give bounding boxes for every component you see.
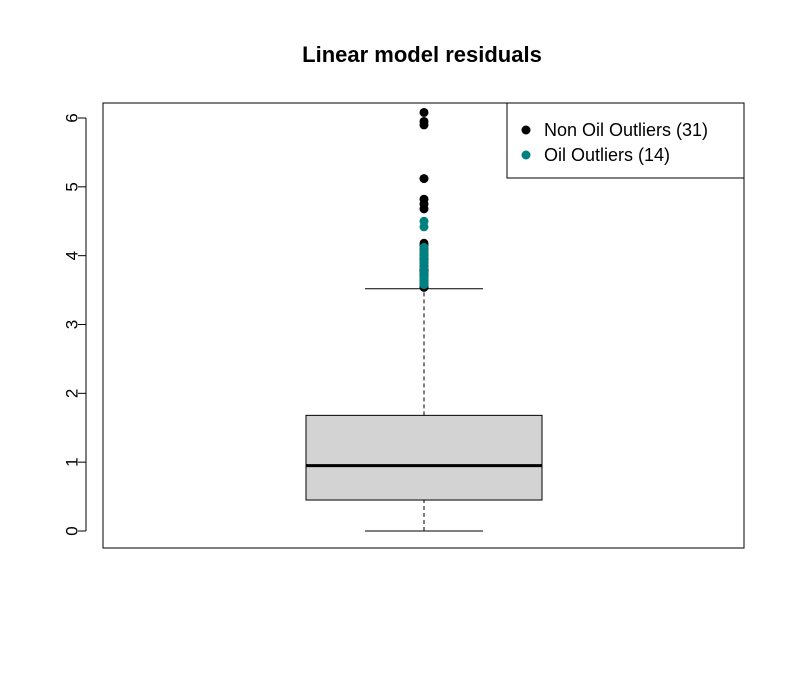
y-tick-label: 0 bbox=[62, 526, 81, 535]
y-tick-label: 2 bbox=[62, 389, 81, 398]
legend-label-non-oil: Non Oil Outliers (31) bbox=[544, 120, 708, 140]
outlier-point bbox=[419, 120, 429, 130]
y-tick-label: 5 bbox=[62, 182, 81, 191]
chart-title: Linear model residuals bbox=[302, 42, 542, 67]
iqr-box bbox=[305, 414, 543, 501]
outlier-point bbox=[419, 204, 429, 214]
legend: Non Oil Outliers (31) Oil Outliers (14) bbox=[506, 102, 745, 179]
y-axis: 0 1 2 3 4 5 6 bbox=[62, 113, 87, 536]
legend-box bbox=[506, 102, 745, 179]
legend-marker-oil bbox=[521, 150, 531, 160]
legend-label-oil: Oil Outliers (14) bbox=[544, 145, 670, 165]
legend-marker-non-oil bbox=[521, 125, 531, 135]
plot-area bbox=[305, 107, 543, 532]
y-tick-label: 4 bbox=[62, 251, 81, 260]
y-tick-label: 1 bbox=[62, 457, 81, 466]
outlier-point bbox=[419, 222, 429, 232]
outlier-point bbox=[419, 174, 429, 184]
outlier-point bbox=[419, 107, 429, 117]
y-tick-label: 3 bbox=[62, 320, 81, 329]
y-tick-label: 6 bbox=[62, 113, 81, 122]
outlier-point bbox=[419, 280, 429, 290]
plot-frame bbox=[102, 102, 745, 549]
oil-outliers bbox=[419, 216, 429, 290]
